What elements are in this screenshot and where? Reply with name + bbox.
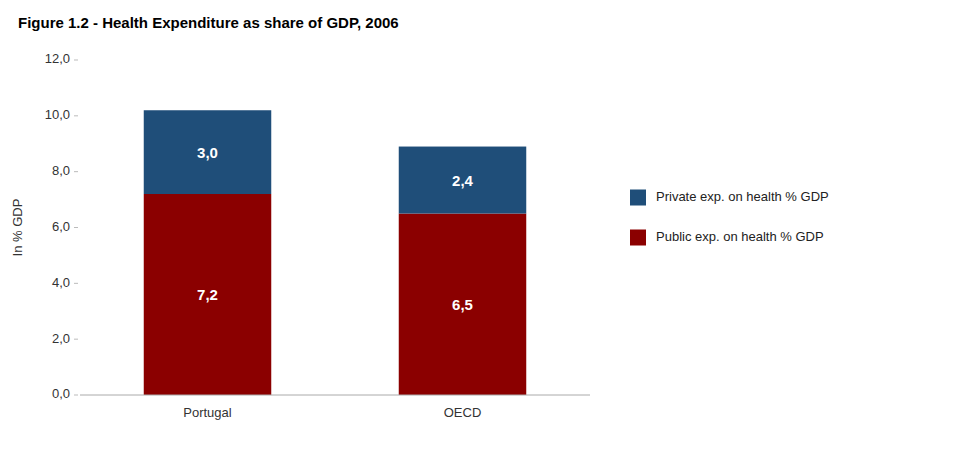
y-tick [74,171,78,172]
data-label: 6,5 [452,296,473,313]
y-tick [74,339,78,340]
bar [144,110,272,194]
y-tick-label: 10,0 [45,107,70,122]
data-label: 3,0 [197,144,218,161]
bar [144,194,272,395]
legend-label: Private exp. on health % GDP [656,189,829,204]
y-tick [74,227,78,228]
data-label: 7,2 [197,286,218,303]
bar [399,147,527,214]
x-axis-line [80,395,590,396]
y-tick-label: 0,0 [52,386,70,401]
legend-swatch [630,230,646,246]
y-tick-label: 4,0 [52,275,70,290]
bars [144,110,527,395]
legend-swatch [630,190,646,206]
x-tick-label: Portugal [183,405,232,420]
title: Figure 1.2 - Health Expenditure as share… [18,14,399,31]
legend-label: Public exp. on health % GDP [656,229,824,244]
y-tick [74,395,78,396]
y-tick [74,283,78,284]
legend: Private exp. on health % GDP Public exp. … [630,189,829,246]
chart: Figure 1.2 - Health Expenditure as share… [0,0,957,453]
y-tick-label: 12,0 [45,51,70,66]
y-tick-label: 8,0 [52,163,70,178]
bar [399,214,527,395]
y-tick [74,115,78,116]
y-tick [74,60,78,61]
data-labels: 7,2 6,5 3,0 2,4 [197,144,474,313]
data-label: 2,4 [452,172,474,189]
y-tick-label: 2,0 [52,331,70,346]
x-tick-label: OECD [444,405,482,420]
y-tick-label: 6,0 [52,219,70,234]
y-axis-label: In % GDP [10,199,25,257]
